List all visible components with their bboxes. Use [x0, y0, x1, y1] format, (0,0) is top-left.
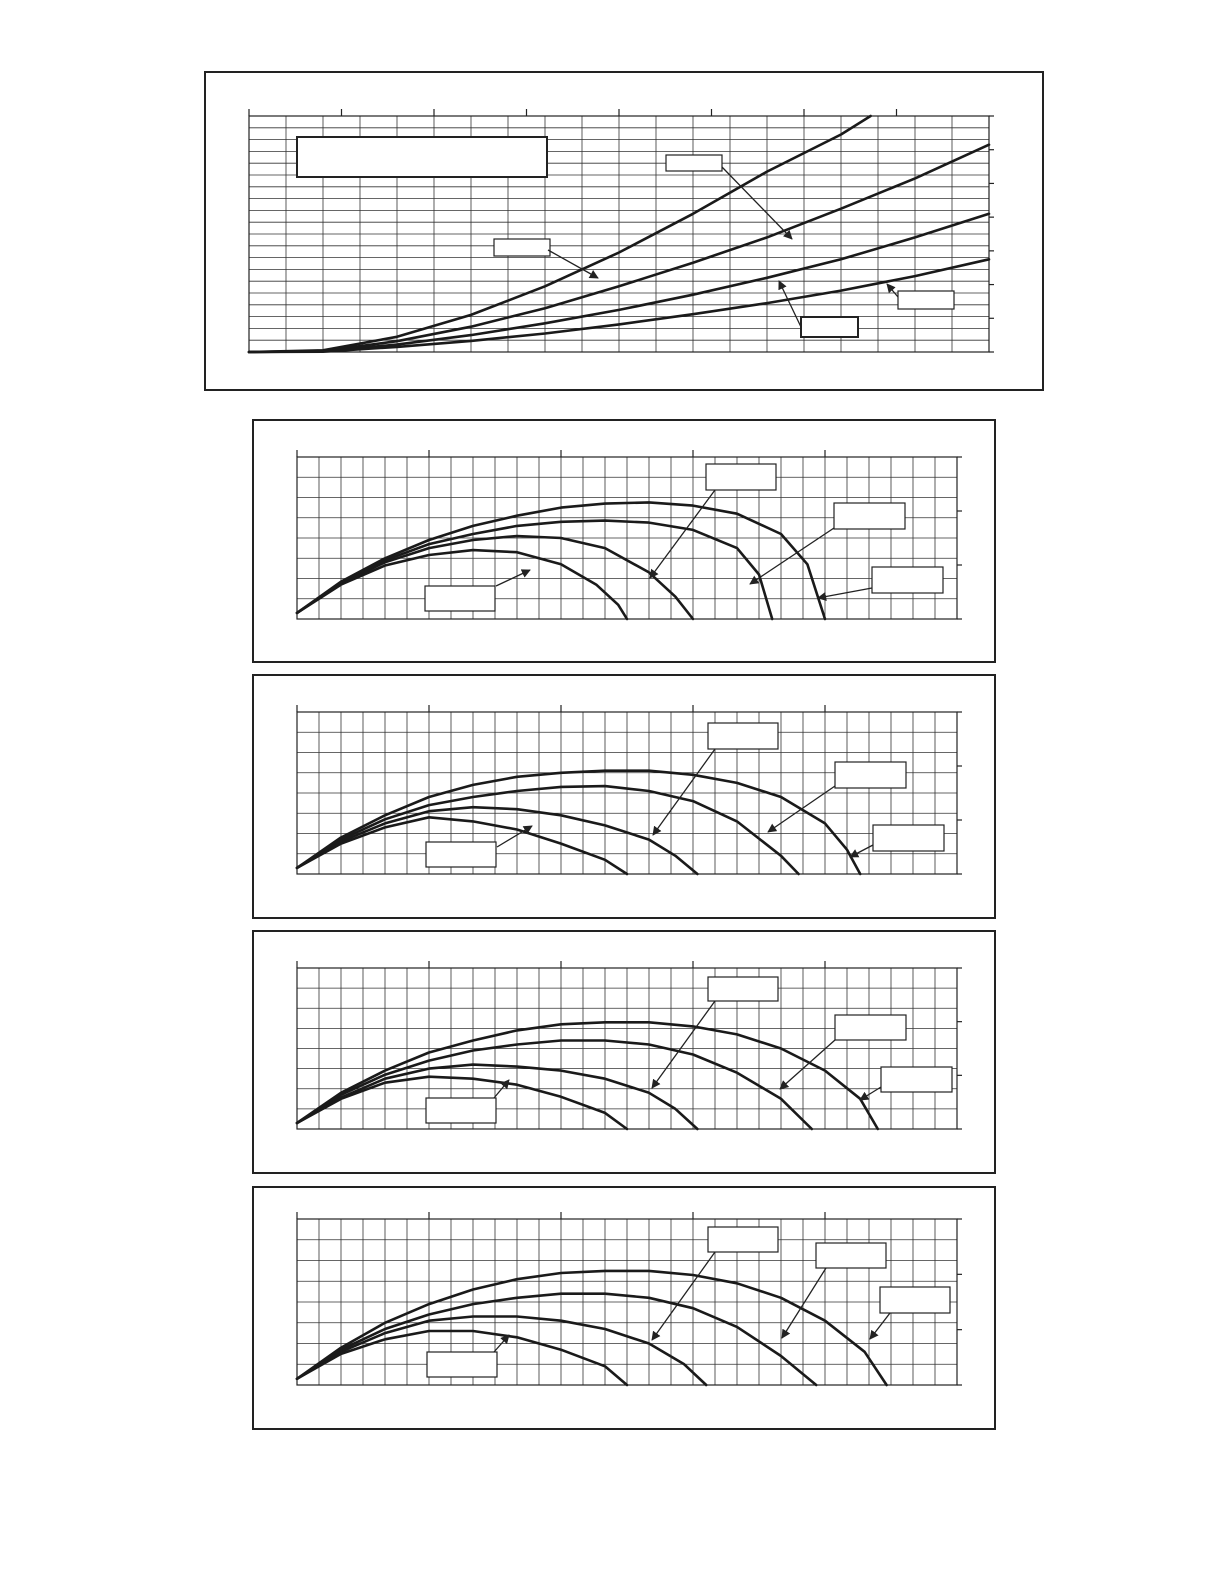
callout-box-1 [707, 976, 779, 1002]
panel-frame [252, 930, 996, 1174]
panel-frame [252, 419, 996, 663]
panel-frame [252, 1186, 996, 1430]
callout-arrow-2 [781, 1267, 827, 1339]
callout-box-1 [296, 136, 548, 178]
callout-box-2 [665, 154, 723, 172]
series-line-4 [295, 769, 862, 876]
callout-arrow-4 [886, 283, 899, 298]
callout-box-1 [707, 1226, 779, 1253]
series-line-1 [295, 1329, 629, 1387]
callout-arrow-3 [849, 844, 874, 858]
series-line-4 [247, 258, 991, 354]
panel-frame [252, 674, 996, 919]
callout-box-3 [880, 1066, 953, 1093]
callout-arrow-4 [493, 1334, 510, 1353]
series-line-3 [247, 212, 991, 354]
chart-panel-1 [204, 71, 1044, 391]
callout-box-3 [879, 1286, 951, 1314]
callout-box-5 [800, 316, 859, 338]
chart-panel-3 [252, 674, 996, 919]
callout-box-3 [493, 238, 551, 257]
callout-box-4 [424, 585, 496, 612]
callout-arrow-2 [721, 166, 793, 240]
series-line-2 [295, 1063, 699, 1131]
callout-arrow-1 [649, 489, 716, 579]
series-line-1 [295, 1075, 629, 1131]
callout-arrow-1 [651, 1000, 716, 1089]
series-line-4 [295, 1021, 880, 1131]
chart-panel-2 [252, 419, 996, 663]
callout-arrow-4 [495, 569, 531, 587]
callout-arrow-2 [749, 527, 835, 585]
callout-arrow-2 [767, 785, 836, 833]
callout-arrow-1 [651, 1251, 716, 1341]
series-line-2 [295, 1315, 708, 1387]
series-line-3 [295, 1292, 818, 1387]
callout-box-3 [871, 566, 944, 594]
callout-arrow-2 [779, 1039, 836, 1090]
callout-arrow-3 [817, 587, 873, 601]
callout-box-1 [705, 463, 777, 491]
callout-box-4 [897, 290, 955, 310]
callout-arrow-1 [652, 748, 716, 836]
callout-arrow-4 [493, 1079, 510, 1099]
callout-box-2 [834, 1014, 907, 1041]
callout-box-4 [425, 1097, 497, 1124]
chart-panel-5 [252, 1186, 996, 1430]
series-line-3 [295, 519, 774, 621]
series-line-3 [295, 784, 800, 876]
series-line-2 [295, 805, 699, 876]
callout-box-4 [425, 841, 497, 868]
callout-box-2 [833, 502, 906, 530]
series-line-1 [295, 548, 629, 621]
callout-box-2 [815, 1242, 887, 1269]
callout-box-4 [426, 1351, 498, 1378]
callout-box-2 [834, 761, 907, 789]
callout-box-1 [707, 722, 779, 750]
callout-arrow-3 [869, 1312, 891, 1340]
series-line-2 [295, 534, 695, 621]
callout-arrow-5 [778, 280, 802, 328]
callout-box-3 [872, 824, 945, 852]
series-line-4 [295, 1269, 888, 1387]
callout-arrow-4 [496, 825, 533, 848]
series-line-3 [295, 1039, 814, 1131]
panel-frame [204, 71, 1044, 391]
series-line-1 [295, 816, 629, 876]
callout-arrow-3 [547, 249, 599, 279]
series-line-4 [295, 501, 827, 621]
chart-panel-4 [252, 930, 996, 1174]
callout-arrow-3 [859, 1086, 882, 1101]
series-line-2 [247, 143, 991, 354]
